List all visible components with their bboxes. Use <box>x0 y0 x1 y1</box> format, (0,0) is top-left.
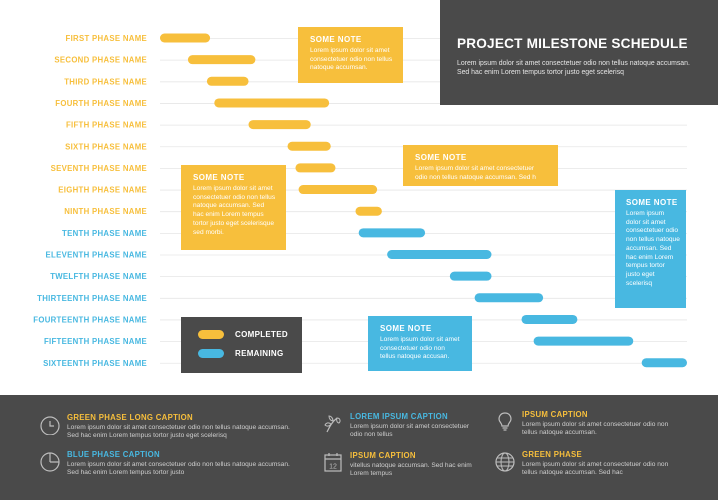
footer-item: IPSUM CAPTION Lorem ipsum dolor sit amet… <box>494 410 674 438</box>
calendar-icon: 12 <box>324 453 342 472</box>
legend-label: REMAINING <box>235 349 284 358</box>
completed-swatch <box>198 330 224 339</box>
phase-label: FIFTEENTH PHASE NAME <box>44 337 147 346</box>
note-text: Lorem ipsum dolor sit amet consectetuer … <box>310 47 393 72</box>
footer-item-text: Lorem ipsum dolor sit amet consectetuer … <box>67 461 290 477</box>
footer-item-text: vitellus natoque accumsan. Sed hac enim … <box>350 462 472 478</box>
phase-label: THIRD PHASE NAME <box>64 77 147 86</box>
footer-item: GREEN PHASE Lorem ipsum dolor sit amet c… <box>494 450 674 478</box>
note-text: Lorem ipsum dolor sit amet consectetuer … <box>626 210 680 287</box>
footer-item-text: Lorem ipsum dolor sit amet consectetuer … <box>350 423 470 439</box>
note-text: Lorem ipsum dolor sit amet consectetuer … <box>380 336 460 361</box>
phase-bar <box>641 358 687 368</box>
note-text: Lorem ipsum dolor sit amet consectetuer … <box>193 185 276 236</box>
phase-label: ELEVENTH PHASE NAME <box>46 251 147 260</box>
phase-bar <box>521 314 578 324</box>
phase-bar <box>533 336 634 346</box>
phase-bar <box>160 33 211 43</box>
footer-item-title: GREEN PHASE <box>522 450 583 459</box>
footer-item-title: IPSUM CAPTION <box>522 410 588 419</box>
phase-label: FOURTH PHASE NAME <box>55 99 147 108</box>
phase-bar <box>355 206 382 216</box>
phase-bar <box>295 163 336 173</box>
phase-label: SIXTEENTH PHASE NAME <box>43 359 147 368</box>
legend: COMPLETED REMAINING <box>181 317 302 373</box>
phase-bar <box>287 141 331 151</box>
phase-label: FOURTEENTH PHASE NAME <box>33 315 147 324</box>
clock-icon <box>40 416 60 435</box>
footer-item: 12 IPSUM CAPTION vitellus natoque accums… <box>322 451 472 479</box>
gantt-chart: FIRST PHASE NAME SECOND PHASE NAME THIRD P… <box>33 33 687 368</box>
pie-chart-icon <box>40 452 60 472</box>
phase-label: TWELFTH PHASE NAME <box>50 272 147 281</box>
globe-icon <box>495 452 515 472</box>
phase-label: FIRST PHASE NAME <box>66 34 147 43</box>
phase-bar <box>214 98 330 108</box>
plant-icon <box>324 415 341 433</box>
footer-item: GREEN PHASE LONG CAPTION Lorem ipsum dol… <box>39 413 299 441</box>
remaining-swatch <box>198 349 224 358</box>
footer-item-text: Lorem ipsum dolor sit amet consectetuer … <box>67 424 290 440</box>
phase-bar <box>474 293 544 303</box>
phase-label: EIGHTH PHASE NAME <box>58 186 147 195</box>
phase-label: FIFTH PHASE NAME <box>66 121 147 130</box>
phase-bar <box>449 271 492 281</box>
footer-item-title: GREEN PHASE LONG CAPTION <box>67 413 193 422</box>
lightbulb-icon <box>498 412 512 431</box>
footer-panel: GREEN PHASE LONG CAPTION Lorem ipsum dol… <box>0 395 718 500</box>
phase-bar <box>248 120 311 130</box>
header-description: Lorem ipsum dolor sit amet consectetuer … <box>457 60 690 76</box>
note-callout: SOME NOTE Lorem ipsum dolor sit amet con… <box>615 190 686 308</box>
page-title: PROJECT MILESTONE SCHEDULE <box>457 36 688 51</box>
phase-label: SECOND PHASE NAME <box>54 56 147 65</box>
note-title: SOME NOTE <box>380 324 432 333</box>
note-text: Lorem ipsum dolor sit amet consectetuer … <box>415 165 536 181</box>
footer-item-title: IPSUM CAPTION <box>350 451 416 460</box>
footer-item-text: Lorem ipsum dolor sit amet consectetuer … <box>522 461 669 477</box>
phase-label: SIXTH PHASE NAME <box>65 142 147 151</box>
note-callout: SOME NOTE Lorem ipsum dolor sit amet con… <box>298 27 403 83</box>
legend-item-completed: COMPLETED <box>198 330 288 339</box>
calendar-day: 12 <box>329 464 337 471</box>
phase-bar <box>387 250 492 259</box>
phase-label: TENTH PHASE NAME <box>62 229 147 238</box>
note-callout: SOME NOTE Lorem ipsum dolor sit amet con… <box>368 316 472 371</box>
legend-label: COMPLETED <box>235 330 288 339</box>
note-title: SOME NOTE <box>626 198 678 207</box>
phase-bar <box>206 76 249 86</box>
phase-label: NINTH PHASE NAME <box>64 207 147 216</box>
note-callout: SOME NOTE Lorem ipsum dolor sit amet con… <box>181 165 286 250</box>
note-title: SOME NOTE <box>415 153 467 162</box>
footer-item: BLUE PHASE CAPTION Lorem ipsum dolor sit… <box>39 450 299 478</box>
footer-item-title: BLUE PHASE CAPTION <box>67 450 160 459</box>
footer-item-title: LOREM IPSUM CAPTION <box>350 412 448 421</box>
legend-item-remaining: REMAINING <box>198 349 283 358</box>
note-callout: SOME NOTE Lorem ipsum dolor sit amet con… <box>403 145 558 186</box>
footer-item-text: Lorem ipsum dolor sit amet consectetuer … <box>522 421 669 437</box>
header-panel: PROJECT MILESTONE SCHEDULE Lorem ipsum d… <box>440 0 718 105</box>
phase-bar <box>298 185 378 195</box>
phase-label: THIRTEENTH PHASE NAME <box>37 294 147 303</box>
phase-bar <box>187 55 256 65</box>
phase-label: SEVENTH PHASE NAME <box>51 164 147 173</box>
footer-item: LOREM IPSUM CAPTION Lorem ipsum dolor si… <box>322 412 472 440</box>
note-title: SOME NOTE <box>193 173 245 182</box>
note-title: SOME NOTE <box>310 35 362 44</box>
phase-bar <box>358 228 426 238</box>
